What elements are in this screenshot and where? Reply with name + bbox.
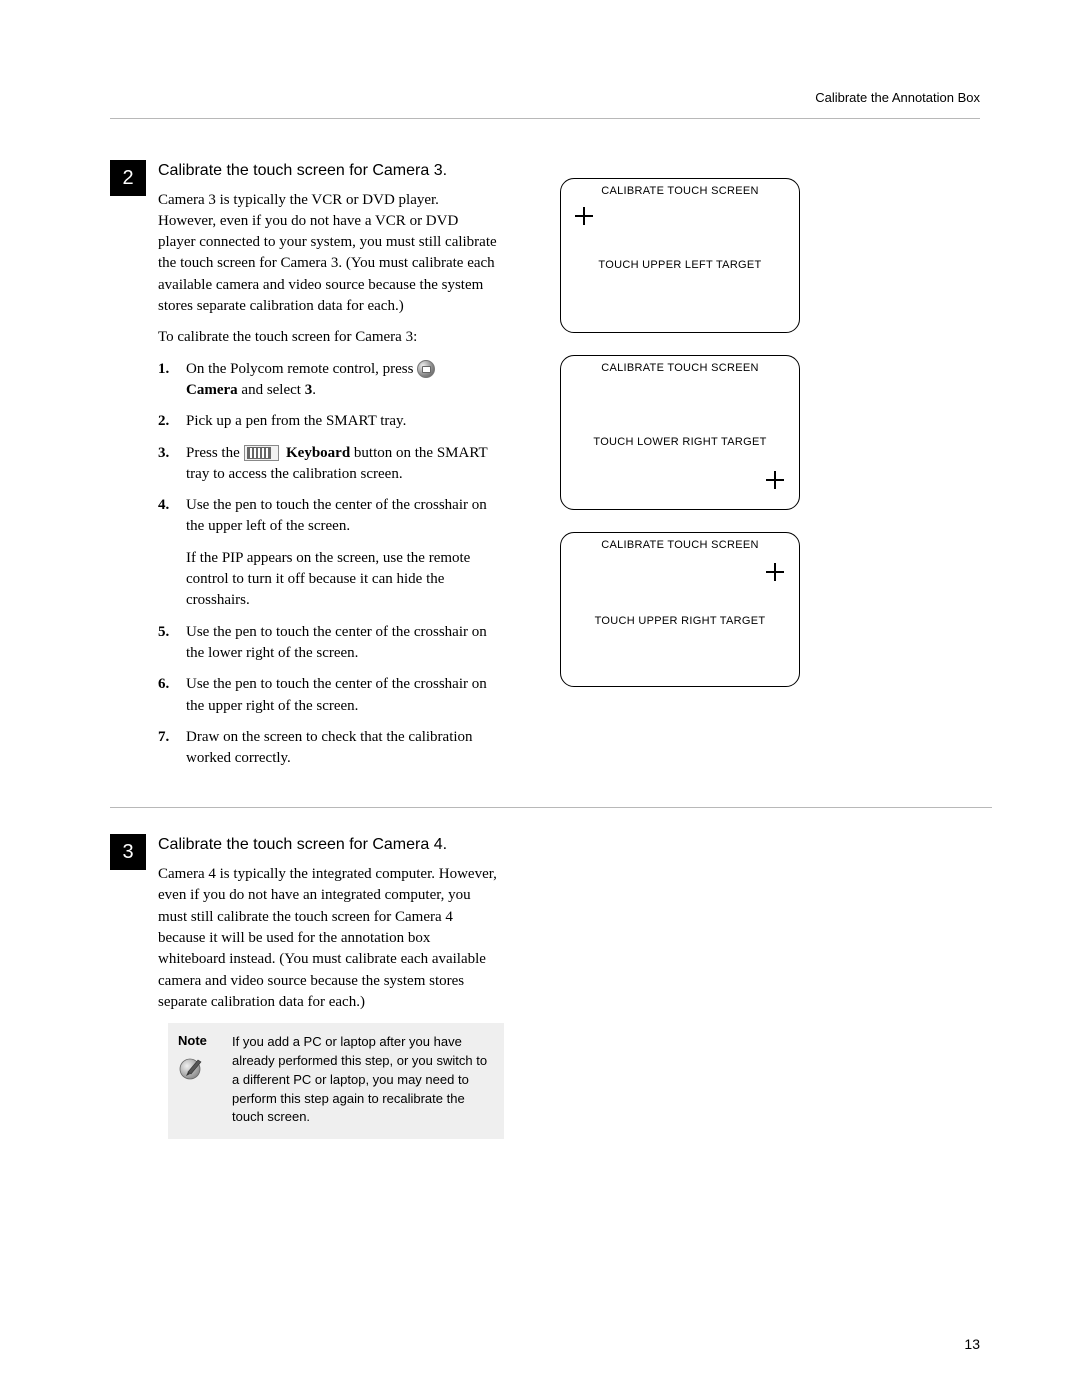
step-2-body: Calibrate the touch screen for Camera 3.… — [158, 160, 498, 779]
header-section-title: Calibrate the Annotation Box — [815, 90, 980, 105]
substep-7: Draw on the screen to check that the cal… — [180, 727, 498, 770]
calib-box-upper-left: CALIBRATE TOUCH SCREEN TOUCH UPPER LEFT … — [560, 178, 800, 333]
substep-1: On the Polycom remote control, press Cam… — [180, 359, 498, 402]
header-rule — [110, 118, 980, 119]
substep-4-extra: If the PIP appears on the screen, use th… — [186, 548, 498, 612]
calib-box-3-title: CALIBRATE TOUCH SCREEN — [561, 539, 799, 551]
substep-6: Use the pen to touch the center of the c… — [180, 674, 498, 717]
step-number-badge: 3 — [110, 834, 146, 870]
step-2-intro: Camera 3 is typically the VCR or DVD pla… — [158, 190, 498, 318]
calib-box-1-instruction: TOUCH UPPER LEFT TARGET — [561, 259, 799, 271]
calib-box-2-instruction: TOUCH LOWER RIGHT TARGET — [561, 436, 799, 448]
substep-4: Use the pen to touch the center of the c… — [180, 495, 498, 611]
calib-box-2-title: CALIBRATE TOUCH SCREEN — [561, 362, 799, 374]
page-number: 13 — [964, 1336, 980, 1352]
calib-box-1-title: CALIBRATE TOUCH SCREEN — [561, 185, 799, 197]
calib-box-upper-right: CALIBRATE TOUCH SCREEN TOUCH UPPER RIGHT… — [560, 532, 800, 687]
section-divider — [110, 807, 992, 808]
step-number-badge: 2 — [110, 160, 146, 196]
step-2-title: Calibrate the touch screen for Camera 3. — [158, 160, 498, 182]
step-3-title: Calibrate the touch screen for Camera 4. — [158, 834, 498, 856]
calibration-diagrams: CALIBRATE TOUCH SCREEN TOUCH UPPER LEFT … — [560, 178, 800, 709]
substep-3-bold-keyboard: Keyboard — [286, 445, 350, 461]
note-block: Note I — [168, 1023, 504, 1139]
crosshair-icon — [766, 471, 784, 489]
calib-box-lower-right: CALIBRATE TOUCH SCREEN TOUCH LOWER RIGHT… — [560, 355, 800, 510]
substep-2: Pick up a pen from the SMART tray. — [180, 411, 498, 432]
note-pen-icon — [178, 1054, 208, 1080]
camera-button-icon — [417, 360, 435, 378]
keyboard-button-icon — [244, 445, 279, 461]
step-2-substeps: On the Polycom remote control, press Cam… — [158, 359, 498, 770]
substep-1-bold-camera: Camera — [186, 382, 238, 398]
step-3-intro: Camera 4 is typically the integrated com… — [158, 864, 498, 1013]
substep-5: Use the pen to touch the center of the c… — [180, 622, 498, 665]
substep-4-text: Use the pen to touch the center of the c… — [186, 497, 487, 534]
calib-box-3-instruction: TOUCH UPPER RIGHT TARGET — [561, 615, 799, 627]
page: Calibrate the Annotation Box 2 Calibrate… — [0, 0, 1080, 1397]
content-column: 2 Calibrate the touch screen for Camera … — [110, 160, 992, 1139]
note-text: If you add a PC or laptop after you have… — [232, 1033, 490, 1127]
note-label: Note — [178, 1033, 224, 1048]
substep-1-text-c: and select — [238, 382, 305, 398]
step-2: 2 Calibrate the touch screen for Camera … — [110, 160, 992, 779]
substep-1-text-e: . — [312, 382, 316, 398]
substep-3: Press the Keyboard button on the SMART t… — [180, 443, 498, 486]
crosshair-icon — [575, 207, 593, 225]
step-3: 3 Calibrate the touch screen for Camera … — [110, 834, 992, 1139]
step-3-body: Calibrate the touch screen for Camera 4.… — [158, 834, 498, 1139]
note-label-col: Note — [178, 1033, 224, 1085]
substep-1-text-a: On the Polycom remote control, press — [186, 361, 417, 377]
crosshair-icon — [766, 563, 784, 581]
step-2-lead: To calibrate the touch screen for Camera… — [158, 327, 498, 348]
substep-3-text-a: Press the — [186, 445, 244, 461]
